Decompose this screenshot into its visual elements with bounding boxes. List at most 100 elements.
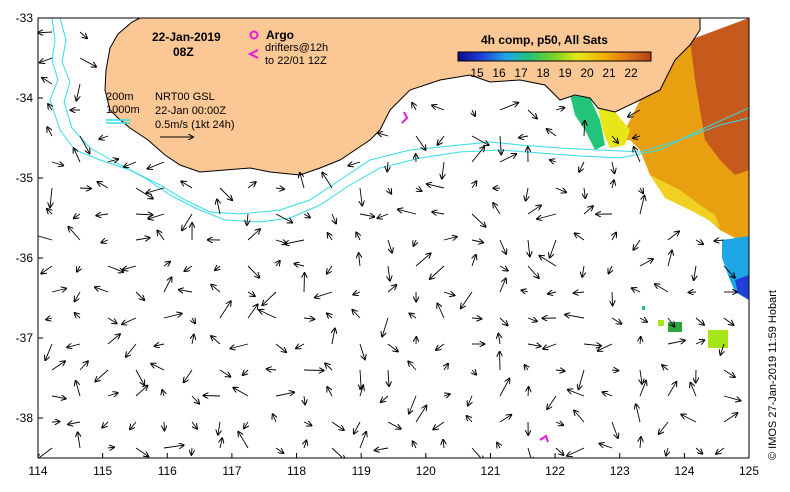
current-vector — [79, 57, 96, 67]
x-tick-label: 116 — [158, 464, 177, 478]
current-vector — [77, 266, 80, 272]
current-vector — [107, 265, 123, 272]
current-vector — [526, 187, 528, 201]
current-vector — [723, 369, 735, 377]
current-vector — [50, 187, 52, 207]
current-vector — [76, 83, 81, 101]
current-vector — [191, 447, 192, 455]
current-vector — [444, 364, 448, 371]
current-vector — [567, 447, 585, 456]
current-vector — [192, 318, 195, 323]
current-vector — [40, 57, 53, 63]
current-vector — [555, 422, 563, 425]
current-vector — [388, 369, 389, 386]
current-vector — [498, 334, 500, 345]
current-vector — [555, 447, 564, 455]
current-vector — [375, 448, 389, 450]
current-vector — [639, 318, 647, 322]
current-vector — [640, 437, 641, 449]
current-vector — [230, 343, 249, 349]
drifters-label-1: drifters@12h — [265, 42, 328, 54]
colorbar-tick-label: 16 — [492, 66, 506, 80]
map-time: 08Z — [173, 45, 194, 59]
current-vector — [76, 381, 81, 397]
current-vector — [443, 237, 457, 240]
current-vector — [413, 441, 416, 449]
current-vector — [612, 233, 616, 241]
current-vector — [45, 343, 53, 360]
current-vector — [443, 394, 450, 396]
current-vector — [579, 369, 585, 389]
current-vector — [352, 310, 361, 319]
map-date: 22-Jan-2019 — [152, 30, 221, 44]
colorbar-tick-label: 22 — [624, 66, 638, 80]
x-axis: 114 115 116 117 118 119 120 121 122 123 124 125 — [28, 453, 759, 478]
speed-scale-label: 0.5m/s (1kt 24h) — [155, 119, 234, 131]
current-vector — [267, 369, 277, 370]
current-vector — [499, 415, 511, 423]
current-vector — [148, 161, 165, 169]
current-vector — [332, 213, 336, 223]
current-vector — [387, 421, 401, 429]
current-vector — [247, 182, 256, 189]
current-vector — [499, 379, 509, 397]
current-vector — [107, 447, 114, 448]
current-vector — [634, 147, 641, 163]
current-vector — [359, 214, 374, 217]
current-vector — [537, 213, 557, 219]
sst-speck-3 — [658, 320, 664, 326]
current-vector — [303, 318, 314, 319]
y-tick-label: -36 — [16, 251, 34, 265]
y-axis: -33 -34 -35 -36 -37 -38 — [16, 11, 43, 425]
depth-200-label: 200m — [106, 91, 134, 103]
x-tick-label: 114 — [28, 464, 47, 478]
current-vector — [96, 214, 109, 216]
current-vector — [124, 161, 137, 167]
current-vector — [378, 133, 389, 136]
current-vector — [79, 188, 91, 189]
current-vector — [276, 261, 280, 266]
drifter-icon — [247, 49, 259, 59]
current-vector — [219, 369, 230, 377]
current-vector — [519, 136, 529, 138]
current-vector — [243, 370, 248, 375]
current-vector — [135, 238, 150, 240]
current-vector — [527, 344, 541, 346]
current-vector — [472, 255, 476, 267]
current-vector — [38, 447, 53, 458]
current-vector — [716, 447, 725, 454]
current-vector — [203, 396, 221, 397]
current-vector — [611, 370, 618, 371]
current-vector — [102, 421, 109, 428]
current-vector — [522, 290, 529, 292]
current-vector — [583, 206, 593, 215]
colorbar-tick-label: 15 — [470, 66, 484, 80]
current-vector — [331, 447, 345, 458]
current-vector — [359, 253, 360, 267]
current-vector — [667, 340, 685, 345]
sst-speck-2 — [668, 322, 682, 332]
current-vector — [244, 421, 248, 428]
current-vectors — [38, 32, 741, 458]
current-vector — [527, 205, 541, 215]
y-tick-label: -37 — [16, 331, 34, 345]
current-vector — [639, 196, 644, 215]
current-vector — [667, 231, 679, 241]
current-vector — [633, 136, 641, 138]
current-vector — [387, 285, 396, 293]
current-vector — [354, 421, 361, 434]
current-vector — [322, 173, 333, 189]
current-vector — [500, 135, 501, 154]
current-vector — [163, 445, 184, 448]
current-vector — [217, 199, 220, 215]
current-vector — [666, 447, 668, 456]
current-vector — [218, 421, 220, 435]
current-vector — [192, 421, 197, 429]
current-vector — [528, 387, 529, 397]
current-vector — [409, 314, 417, 319]
current-vector — [157, 231, 165, 241]
current-vector — [681, 415, 697, 423]
current-vector — [303, 214, 310, 218]
sst-patch-coast-yellow — [598, 108, 630, 148]
current-vector — [415, 253, 431, 267]
